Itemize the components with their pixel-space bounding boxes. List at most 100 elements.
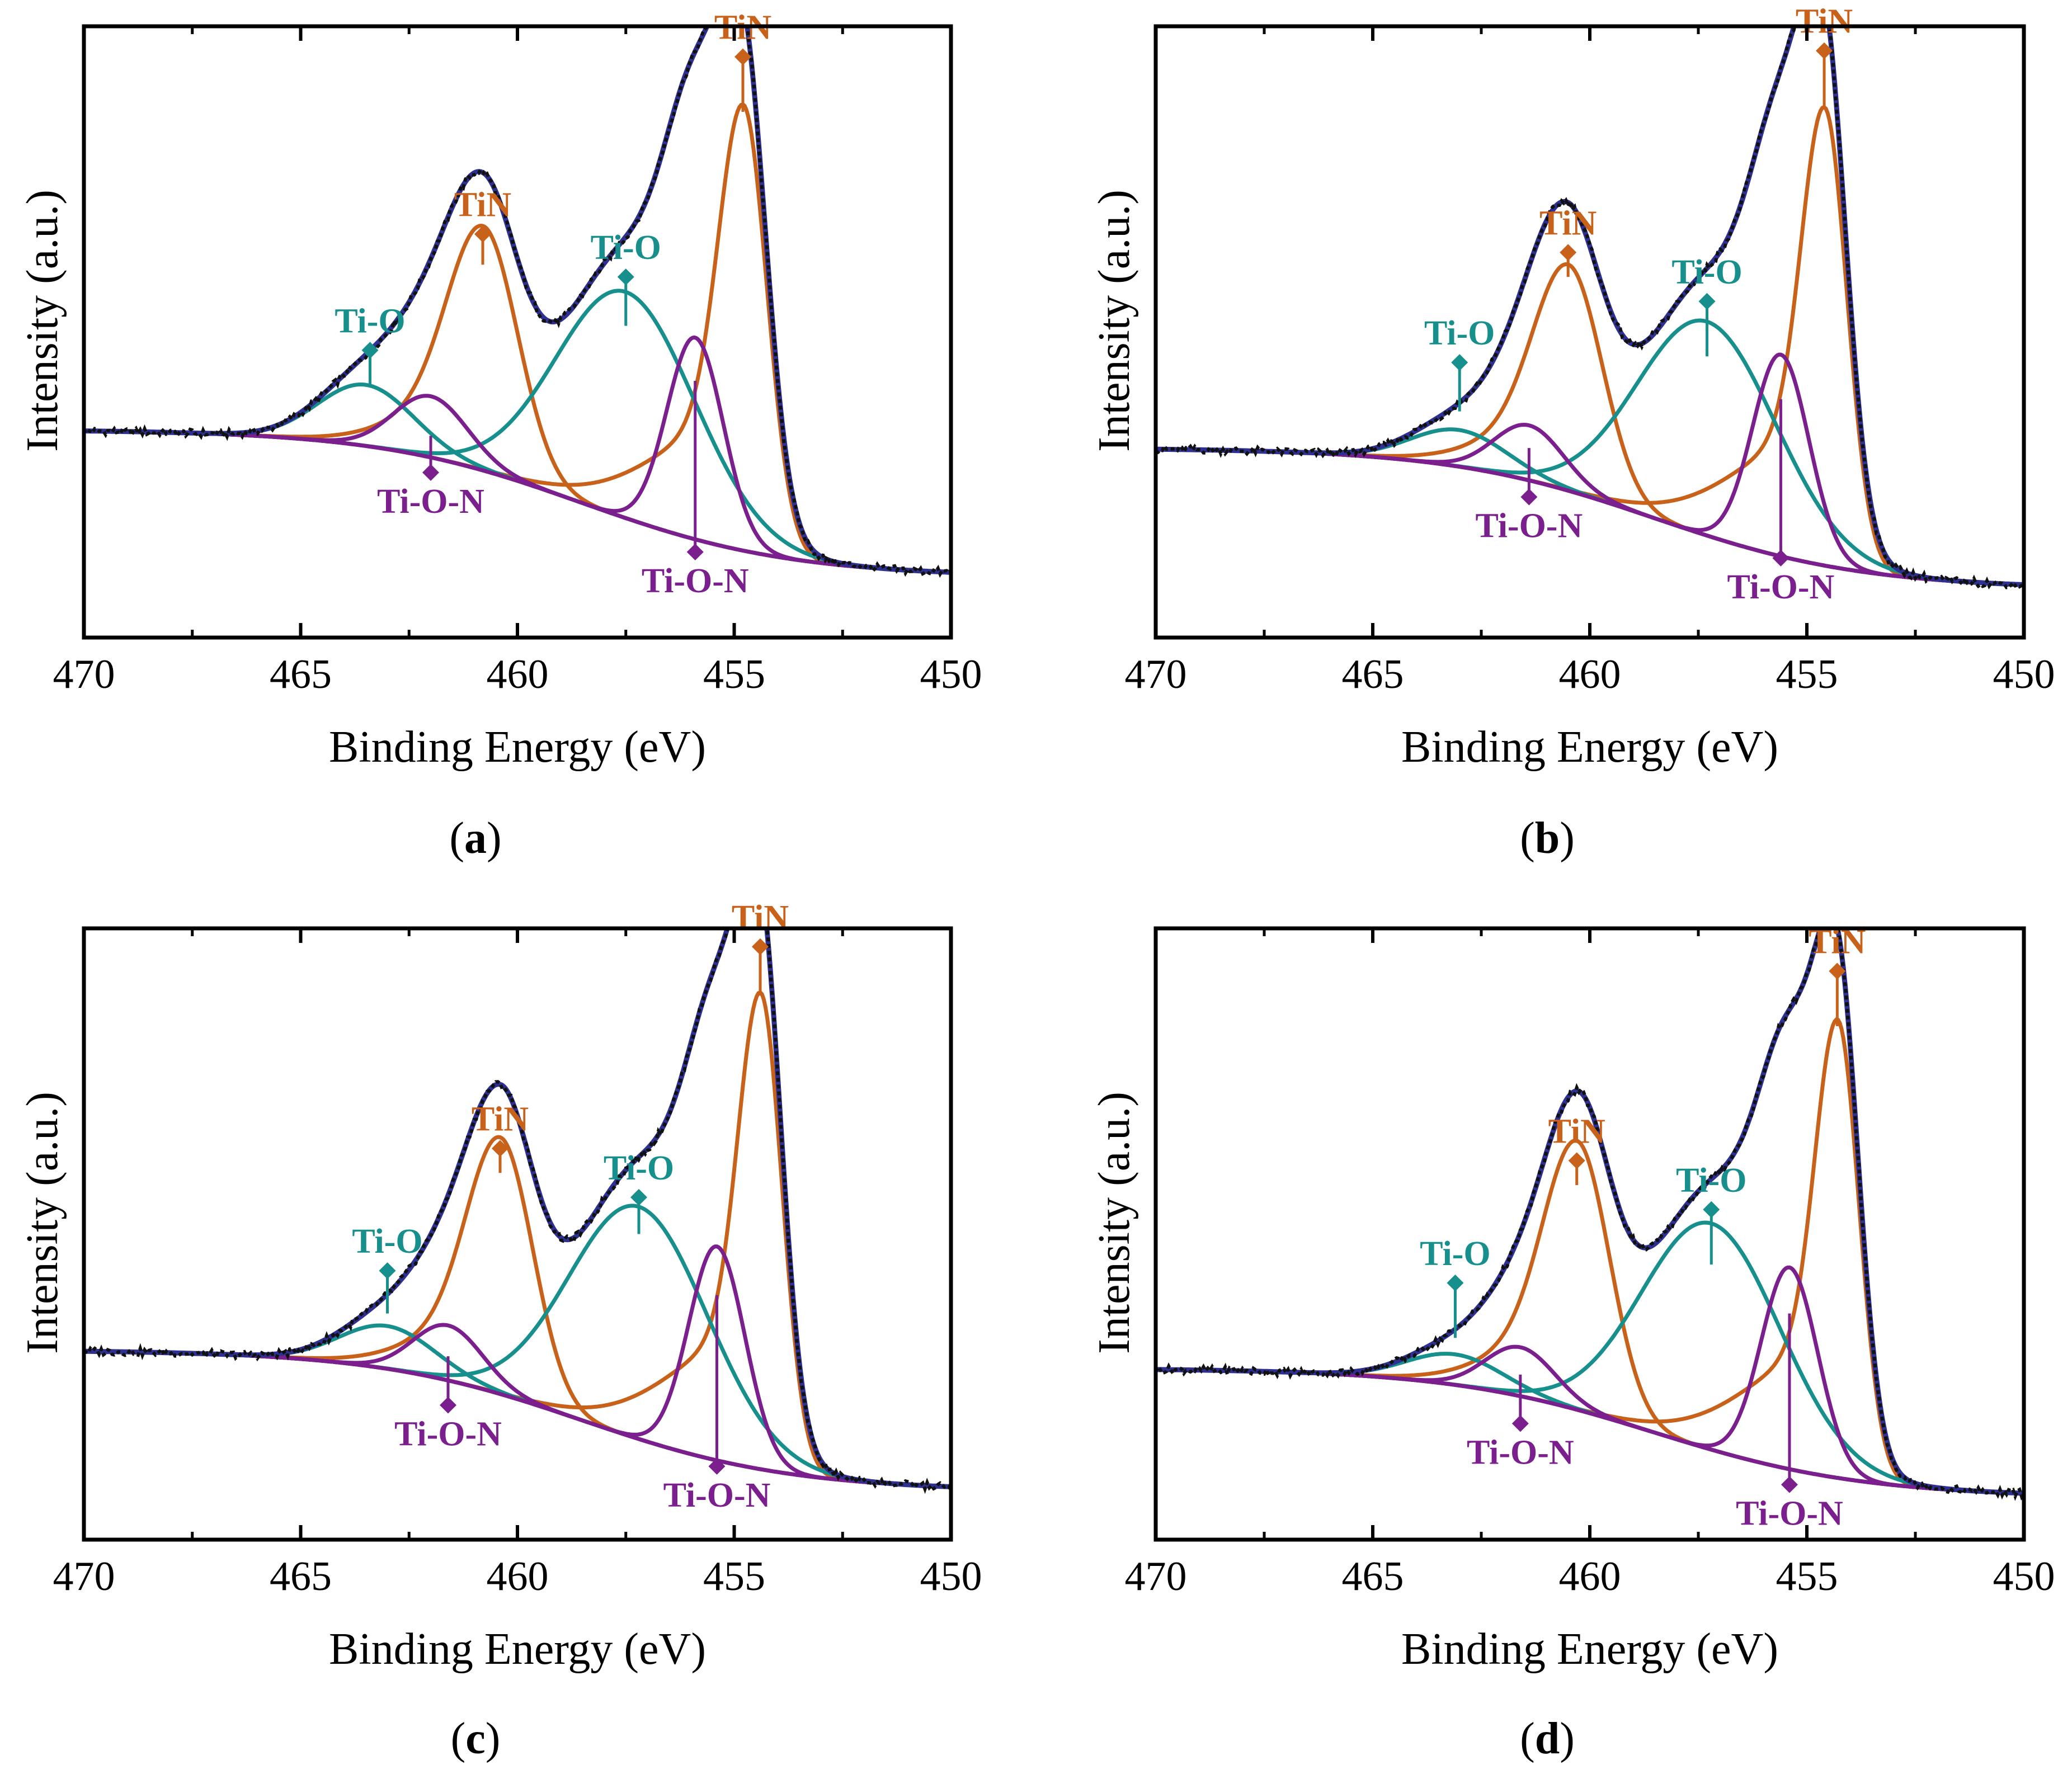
diamond-marker-icon xyxy=(1447,1274,1464,1291)
caption-open-paren: ( xyxy=(1520,1714,1535,1763)
plot-area xyxy=(1156,26,2024,590)
peak-label: TiN xyxy=(1796,3,1853,41)
peak-annotation-ti-o-n: Ti-O-N xyxy=(1727,399,1834,606)
caption-close-paren: ) xyxy=(487,814,502,863)
caption-letter: d xyxy=(1535,1714,1560,1763)
x-tick-label: 450 xyxy=(1993,1554,2055,1599)
peak-annotation-ti-o-n: Ti-O-N xyxy=(663,1295,770,1514)
peak-label: Ti-O xyxy=(1676,1162,1746,1200)
peak-annotation-ti-o: Ti-O xyxy=(1671,253,1743,357)
peak-label: Ti-O xyxy=(591,229,661,267)
peak-annotation-ti-o: Ti-O xyxy=(604,1149,674,1234)
raw-data-trace xyxy=(84,26,951,578)
x-axis: 470 465 460 455 450 xyxy=(53,26,982,697)
peak-label: Ti-O-N xyxy=(1736,1495,1843,1533)
diamond-marker-icon xyxy=(440,1396,456,1414)
x-tick-label: 460 xyxy=(487,652,549,697)
peak-annotation-ti-o-n: Ti-O-N xyxy=(642,380,749,600)
panel-c: TiN TiN Ti-O Ti-O Ti-O-N Ti-O-N 470 465 460 455 45… xyxy=(18,899,982,1763)
peak-label: Ti-O-N xyxy=(377,483,484,521)
x-tick-label: 465 xyxy=(1342,1554,1404,1599)
peak-label: Ti-O xyxy=(604,1149,674,1187)
diamond-marker-icon xyxy=(1816,42,1833,59)
y-axis-title: Intensity (a.u.) xyxy=(18,190,67,452)
peak-label: TiN xyxy=(454,186,511,224)
peak-annotation-ti-o-n: Ti-O-N xyxy=(1736,1313,1843,1533)
diamond-marker-icon xyxy=(474,225,491,243)
panel-caption: (d) xyxy=(1520,1714,1575,1763)
peak-annotation-tin: TiN xyxy=(1539,204,1597,277)
peak-annotation-ti-o-n: Ti-O-N xyxy=(377,436,484,521)
peak-annotation-ti-o: Ti-O xyxy=(1420,1235,1491,1338)
peak-label: Ti-O xyxy=(1424,314,1495,352)
peak-label: Ti-O-N xyxy=(642,562,749,600)
x-tick-label: 465 xyxy=(1342,652,1404,697)
diamond-marker-icon xyxy=(1698,292,1716,310)
x-axis-title: Binding Energy (eV) xyxy=(329,723,706,772)
x-tick-label: 470 xyxy=(1125,652,1187,697)
peak-annotation-ti-o: Ti-O xyxy=(591,229,661,326)
x-tick-label: 455 xyxy=(1776,652,1838,697)
peak-label: TiN xyxy=(472,1100,529,1138)
peak-label: Ti-O-N xyxy=(394,1415,502,1454)
diamond-marker-icon xyxy=(1703,1201,1720,1218)
x-axis: 470 465 460 455 450 xyxy=(1125,928,2055,1599)
peak-label: Ti-O xyxy=(1671,253,1742,291)
diamond-marker-icon xyxy=(686,543,704,560)
diamond-marker-icon xyxy=(1568,1152,1585,1169)
x-tick-label: 460 xyxy=(1559,652,1621,697)
panel-caption: (b) xyxy=(1520,814,1575,863)
panel-caption: (c) xyxy=(451,1714,501,1763)
x-tick-label: 470 xyxy=(1125,1554,1187,1599)
diamond-marker-icon xyxy=(630,1188,647,1206)
peak-annotation-tin: TiN xyxy=(1796,3,1853,106)
diamond-marker-icon xyxy=(379,1262,396,1280)
peak-annotation-ti-o: Ti-O xyxy=(335,302,406,387)
y-axis-title: Intensity (a.u.) xyxy=(1090,1092,1139,1354)
peak-label: TiN xyxy=(1539,204,1597,242)
peak-label: Ti-O-N xyxy=(1475,507,1583,545)
x-axis-title: Binding Energy (eV) xyxy=(1401,1625,1778,1674)
diamond-marker-icon xyxy=(361,342,379,359)
diamond-marker-icon xyxy=(1560,244,1577,261)
x-axis: 470 465 460 455 450 xyxy=(1125,26,2055,697)
panel-caption: (a) xyxy=(449,814,501,863)
diamond-marker-icon xyxy=(1520,488,1538,506)
x-tick-label: 455 xyxy=(1776,1554,1838,1599)
diamond-marker-icon xyxy=(492,1140,508,1157)
peak-label: Ti-O xyxy=(1420,1235,1490,1273)
x-tick-label: 455 xyxy=(703,652,765,697)
x-tick-label: 450 xyxy=(920,1554,982,1599)
peak-label: Ti-O xyxy=(352,1223,422,1261)
peak-annotation-ti-o: Ti-O xyxy=(1676,1162,1746,1265)
y-axis-title: Intensity (a.u.) xyxy=(1090,190,1139,452)
plot-area xyxy=(1156,928,2024,1501)
y-axis-title: Intensity (a.u.) xyxy=(18,1092,67,1354)
x-axis-title: Binding Energy (eV) xyxy=(329,1625,706,1674)
peak-label: Ti-O xyxy=(335,302,405,340)
peak-annotation-tin: TiN xyxy=(454,186,511,265)
peak-label: TiN xyxy=(1548,1112,1605,1150)
x-tick-label: 460 xyxy=(1559,1554,1621,1599)
panel-b: TiN TiN Ti-O Ti-O Ti-O-N Ti-O-N 470 465 460 455 45… xyxy=(1090,3,2055,863)
diamond-marker-icon xyxy=(617,268,634,286)
diamond-marker-icon xyxy=(422,464,439,481)
x-tick-label: 460 xyxy=(487,1554,549,1599)
diamond-marker-icon xyxy=(1451,354,1468,371)
peak-annotation-tin: TiN xyxy=(1548,1112,1605,1186)
raw-data-trace xyxy=(84,928,951,1494)
caption-close-paren: ) xyxy=(486,1714,501,1763)
x-tick-label: 465 xyxy=(270,1554,332,1599)
plot-area xyxy=(84,26,951,578)
peak-annotation-ti-o: Ti-O xyxy=(352,1223,423,1314)
peak-annotation-ti-o-n: Ti-O-N xyxy=(1467,1374,1574,1471)
diamond-marker-icon xyxy=(734,48,751,65)
diamond-marker-icon xyxy=(708,1457,726,1475)
raw-data-trace xyxy=(1156,928,2024,1501)
x-tick-label: 455 xyxy=(703,1554,765,1599)
caption-letter: a xyxy=(464,814,487,863)
peak-annotation-tin: TiN xyxy=(472,1100,529,1173)
x-axis: 470 465 460 455 450 xyxy=(53,928,982,1599)
caption-letter: c xyxy=(465,1714,486,1763)
